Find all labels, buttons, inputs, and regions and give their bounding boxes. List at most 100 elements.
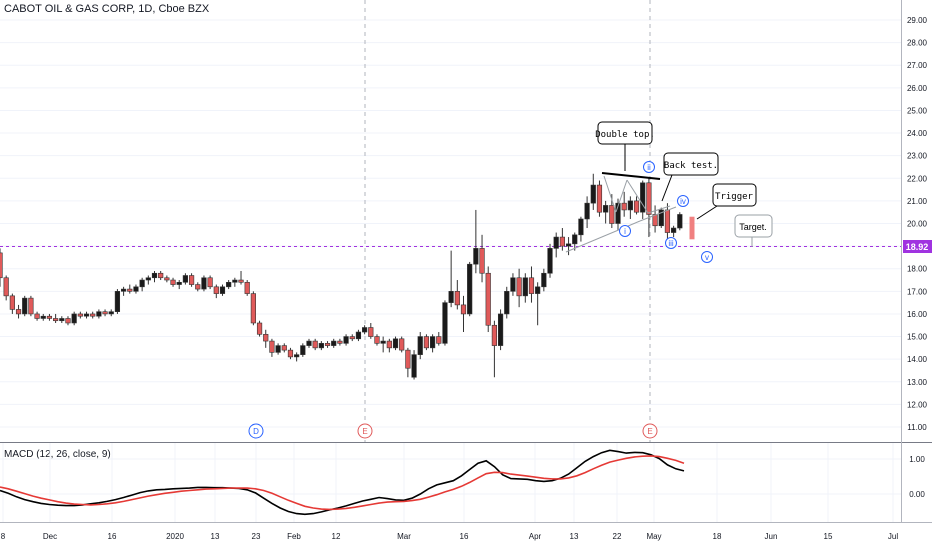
candle-body: [182, 275, 189, 283]
candle-body: [207, 277, 213, 288]
wave-label-iii[interactable]: iii: [665, 237, 677, 249]
candle-body: [547, 248, 553, 274]
candle-body: [516, 277, 522, 297]
candle-body: [77, 313, 83, 317]
candle-body: [578, 218, 584, 236]
price-tick-label: 24.00: [907, 129, 928, 138]
candle-body: [306, 340, 312, 346]
candle-body: [263, 333, 269, 342]
candle-body: [244, 281, 250, 294]
candle-body: [621, 202, 627, 211]
candle-body: [374, 336, 380, 344]
candle-body: [479, 248, 485, 274]
time-tick-label: 16: [460, 532, 469, 541]
wave-label-ii[interactable]: ii: [643, 161, 655, 173]
candle-body: [15, 309, 22, 315]
price-tick-label: 11.00: [907, 423, 927, 432]
candle-body: [504, 291, 510, 315]
time-tick-label: 22: [613, 532, 622, 541]
candle-body: [460, 304, 467, 315]
svg-text:D: D: [253, 427, 259, 436]
price-tick-label: 26.00: [907, 84, 928, 93]
candle-body: [300, 345, 306, 355]
candle-body: [90, 313, 96, 317]
signal-line: [0, 455, 685, 511]
macd-series: [0, 449, 685, 516]
candle-body: [399, 338, 405, 351]
time-tick-label: Feb: [287, 532, 301, 541]
candle-body: [652, 214, 658, 227]
callout-target[interactable]: Target.: [734, 214, 773, 247]
candle-body: [405, 349, 411, 369]
price-tick-label: 17.00: [907, 287, 928, 296]
candle-body: [423, 336, 430, 349]
svg-text:E: E: [647, 427, 652, 436]
candle-body: [188, 275, 195, 285]
time-tick-label: May: [646, 532, 661, 541]
candle-body: [59, 318, 65, 322]
callout-double-top[interactable]: Double top.: [595, 121, 655, 171]
price-tick-label: 20.00: [907, 220, 928, 229]
candle-body: [343, 336, 349, 344]
price-tick-label: 21.00: [907, 197, 928, 206]
candle-body: [615, 202, 621, 224]
candle-body: [386, 340, 392, 349]
price-tick-label: 22.00: [907, 174, 928, 183]
macd-tick-label: 1.00: [909, 455, 925, 464]
time-axis[interactable]: 8 Dec 16 2020 13 23 Feb 12 Mar 16 Apr 13 22 May 18 Jun 1…: [1, 532, 899, 541]
earnings-marker[interactable]: E: [357, 423, 373, 439]
time-tick-label: 16: [108, 532, 117, 541]
time-tick-label: 2020: [166, 532, 184, 541]
macd-line: [0, 449, 685, 516]
price-axis[interactable]: 29.00 28.00 27.00 26.00 25.00 24.00 23.00 22.00…: [907, 16, 928, 432]
candle-body: [102, 311, 108, 315]
wave-label-v[interactable]: v: [701, 251, 713, 263]
candle-body: [368, 327, 374, 337]
grid-lines: [0, 19, 901, 522]
macd-axis[interactable]: 1.00 0.00: [909, 455, 925, 499]
candle-body: [510, 277, 516, 292]
candle-body: [294, 354, 300, 358]
candle-body: [201, 277, 207, 290]
wave-label-i[interactable]: i: [619, 225, 631, 237]
price-tick-label: 27.00: [907, 61, 928, 70]
neckline-right: [639, 206, 677, 222]
candle-body: [145, 277, 151, 281]
time-tick-label: Apr: [529, 532, 542, 541]
projection-candle: [689, 216, 695, 240]
candle-body: [553, 236, 559, 249]
candle-body: [559, 236, 565, 247]
callout-trigger[interactable]: Trigger: [696, 183, 757, 220]
candle-body: [9, 295, 15, 310]
candle-body: [541, 272, 547, 288]
candle-body: [158, 272, 164, 279]
candle-body: [429, 336, 436, 349]
price-tick-label: 14.00: [907, 355, 928, 364]
candle-body: [40, 315, 46, 319]
candle-body: [392, 338, 399, 349]
callout-label: Double top.: [595, 130, 655, 140]
svg-text:iv: iv: [680, 197, 686, 206]
dividend-marker[interactable]: D: [248, 423, 264, 439]
candle-body: [528, 277, 535, 294]
callout-back-test[interactable]: Back test.: [661, 152, 719, 202]
candle-body: [219, 286, 226, 294]
time-tick-label: Jun: [765, 532, 778, 541]
wave-line: [615, 179, 628, 213]
price-tick-label: 12.00: [907, 400, 928, 409]
wave-label-iv[interactable]: iv: [677, 195, 689, 207]
earnings-marker[interactable]: E: [642, 423, 658, 439]
time-tick-label: 15: [824, 532, 833, 541]
candle-body: [633, 200, 640, 213]
candle-body: [83, 313, 90, 317]
macd-indicator-title[interactable]: MACD (12, 26, close, 9): [4, 449, 111, 460]
candle-body: [96, 311, 102, 317]
candle-body: [491, 324, 498, 346]
candle-body: [596, 184, 603, 213]
candle-body: [3, 277, 9, 297]
candle-body: [226, 281, 232, 288]
price-tick-label: 25.00: [907, 106, 928, 115]
candle-body: [195, 284, 201, 290]
candle-body: [65, 318, 71, 324]
